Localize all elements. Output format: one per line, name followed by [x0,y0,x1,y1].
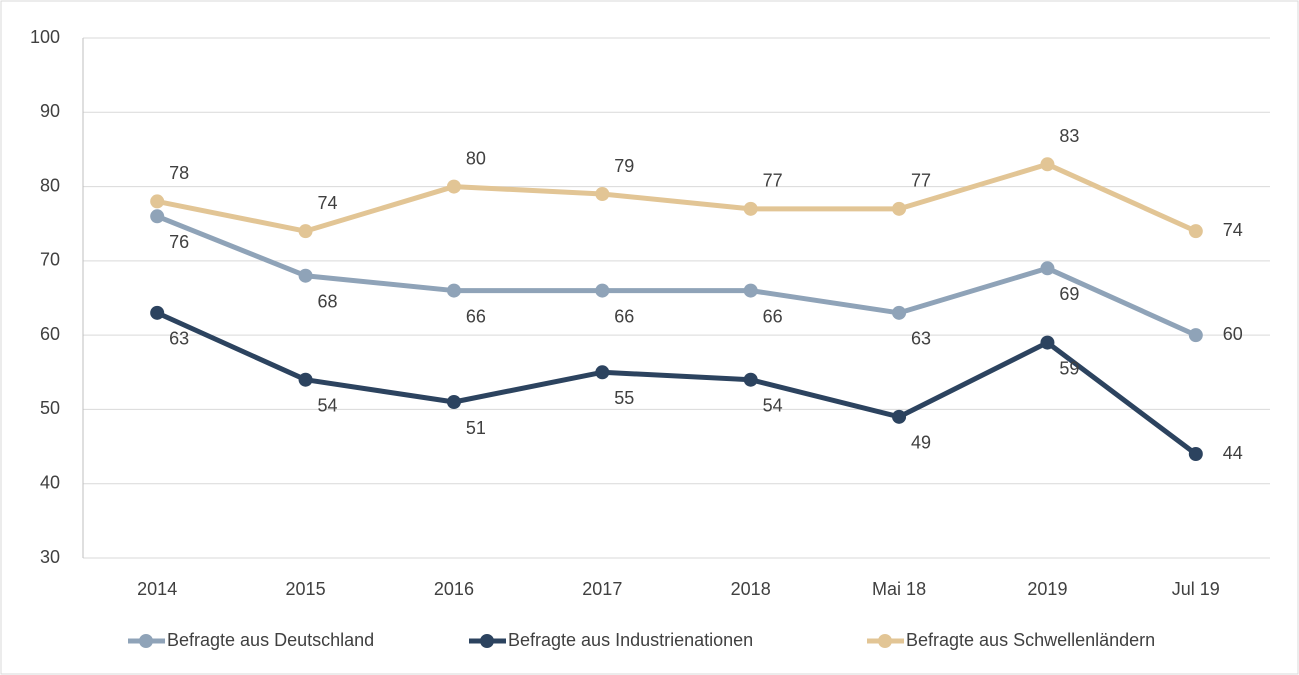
point [892,201,907,216]
x-tick-label: Jul 19 [1172,579,1220,599]
point [595,187,610,201]
point [1188,447,1203,461]
x-tick-label: 2018 [731,579,771,599]
data-label: 79 [614,156,634,176]
point [446,283,461,298]
data-label: 54 [318,395,338,415]
y-tick-label: 30 [40,547,60,567]
series-line [156,213,1197,338]
legend-marker [139,634,153,648]
point [150,305,165,320]
y-tick-label: 60 [40,324,60,344]
point [1040,335,1055,350]
data-label: 55 [614,388,634,408]
series-line [156,310,1198,456]
y-tick-label: 80 [40,175,60,195]
point [298,268,313,283]
data-label: 44 [1223,443,1243,463]
x-tick-label: 2017 [582,579,622,599]
legend-label: Befragte aus Schwellenländern [906,630,1155,650]
y-tick-label: 50 [40,398,60,418]
data-label: 51 [466,418,486,438]
data-label: 74 [1223,220,1243,240]
y-tick-label: 100 [30,27,60,47]
legend-marker [480,634,494,648]
data-label: 69 [1059,284,1079,304]
point [595,283,610,298]
data-label: 78 [169,163,189,183]
data-label: 77 [911,171,931,191]
data-label: 74 [318,193,338,213]
point [743,372,758,387]
x-tick-label: 2016 [434,579,474,599]
point [446,179,461,194]
point [1188,224,1203,239]
series-line [156,161,1197,234]
data-label: 63 [911,329,931,349]
legend-label: Befragte aus Deutschland [167,630,374,650]
point [1040,261,1055,276]
point [298,372,313,387]
data-label: 66 [763,306,783,326]
point [1188,328,1203,343]
data-label: 59 [1059,358,1079,378]
y-tick-label: 90 [40,101,60,121]
point [743,201,758,216]
data-label: 68 [318,291,338,311]
point [892,409,907,424]
data-label: 54 [763,395,783,415]
legend-label: Befragte aus Industrienationen [508,630,753,650]
data-label: 80 [466,148,486,168]
point [743,283,758,298]
data-label: 77 [763,171,783,191]
x-tick-label: 2014 [137,579,177,599]
legend-marker [878,634,892,648]
point [150,209,165,224]
x-tick-label: 2015 [286,579,326,599]
y-tick-label: 40 [40,472,60,492]
data-label: 49 [911,433,931,453]
point [595,365,610,380]
data-label: 83 [1059,126,1079,146]
y-tick-label: 70 [40,250,60,270]
point [150,194,165,209]
data-label: 76 [169,232,189,252]
point [892,305,907,320]
point [298,224,313,239]
point [446,395,461,409]
x-tick-label: 2019 [1027,579,1067,599]
data-label: 66 [466,306,486,326]
data-label: 66 [614,306,634,326]
data-label: 60 [1223,324,1243,344]
data-label: 63 [169,329,189,349]
x-tick-label: Mai 18 [872,579,926,599]
point [1040,157,1055,172]
